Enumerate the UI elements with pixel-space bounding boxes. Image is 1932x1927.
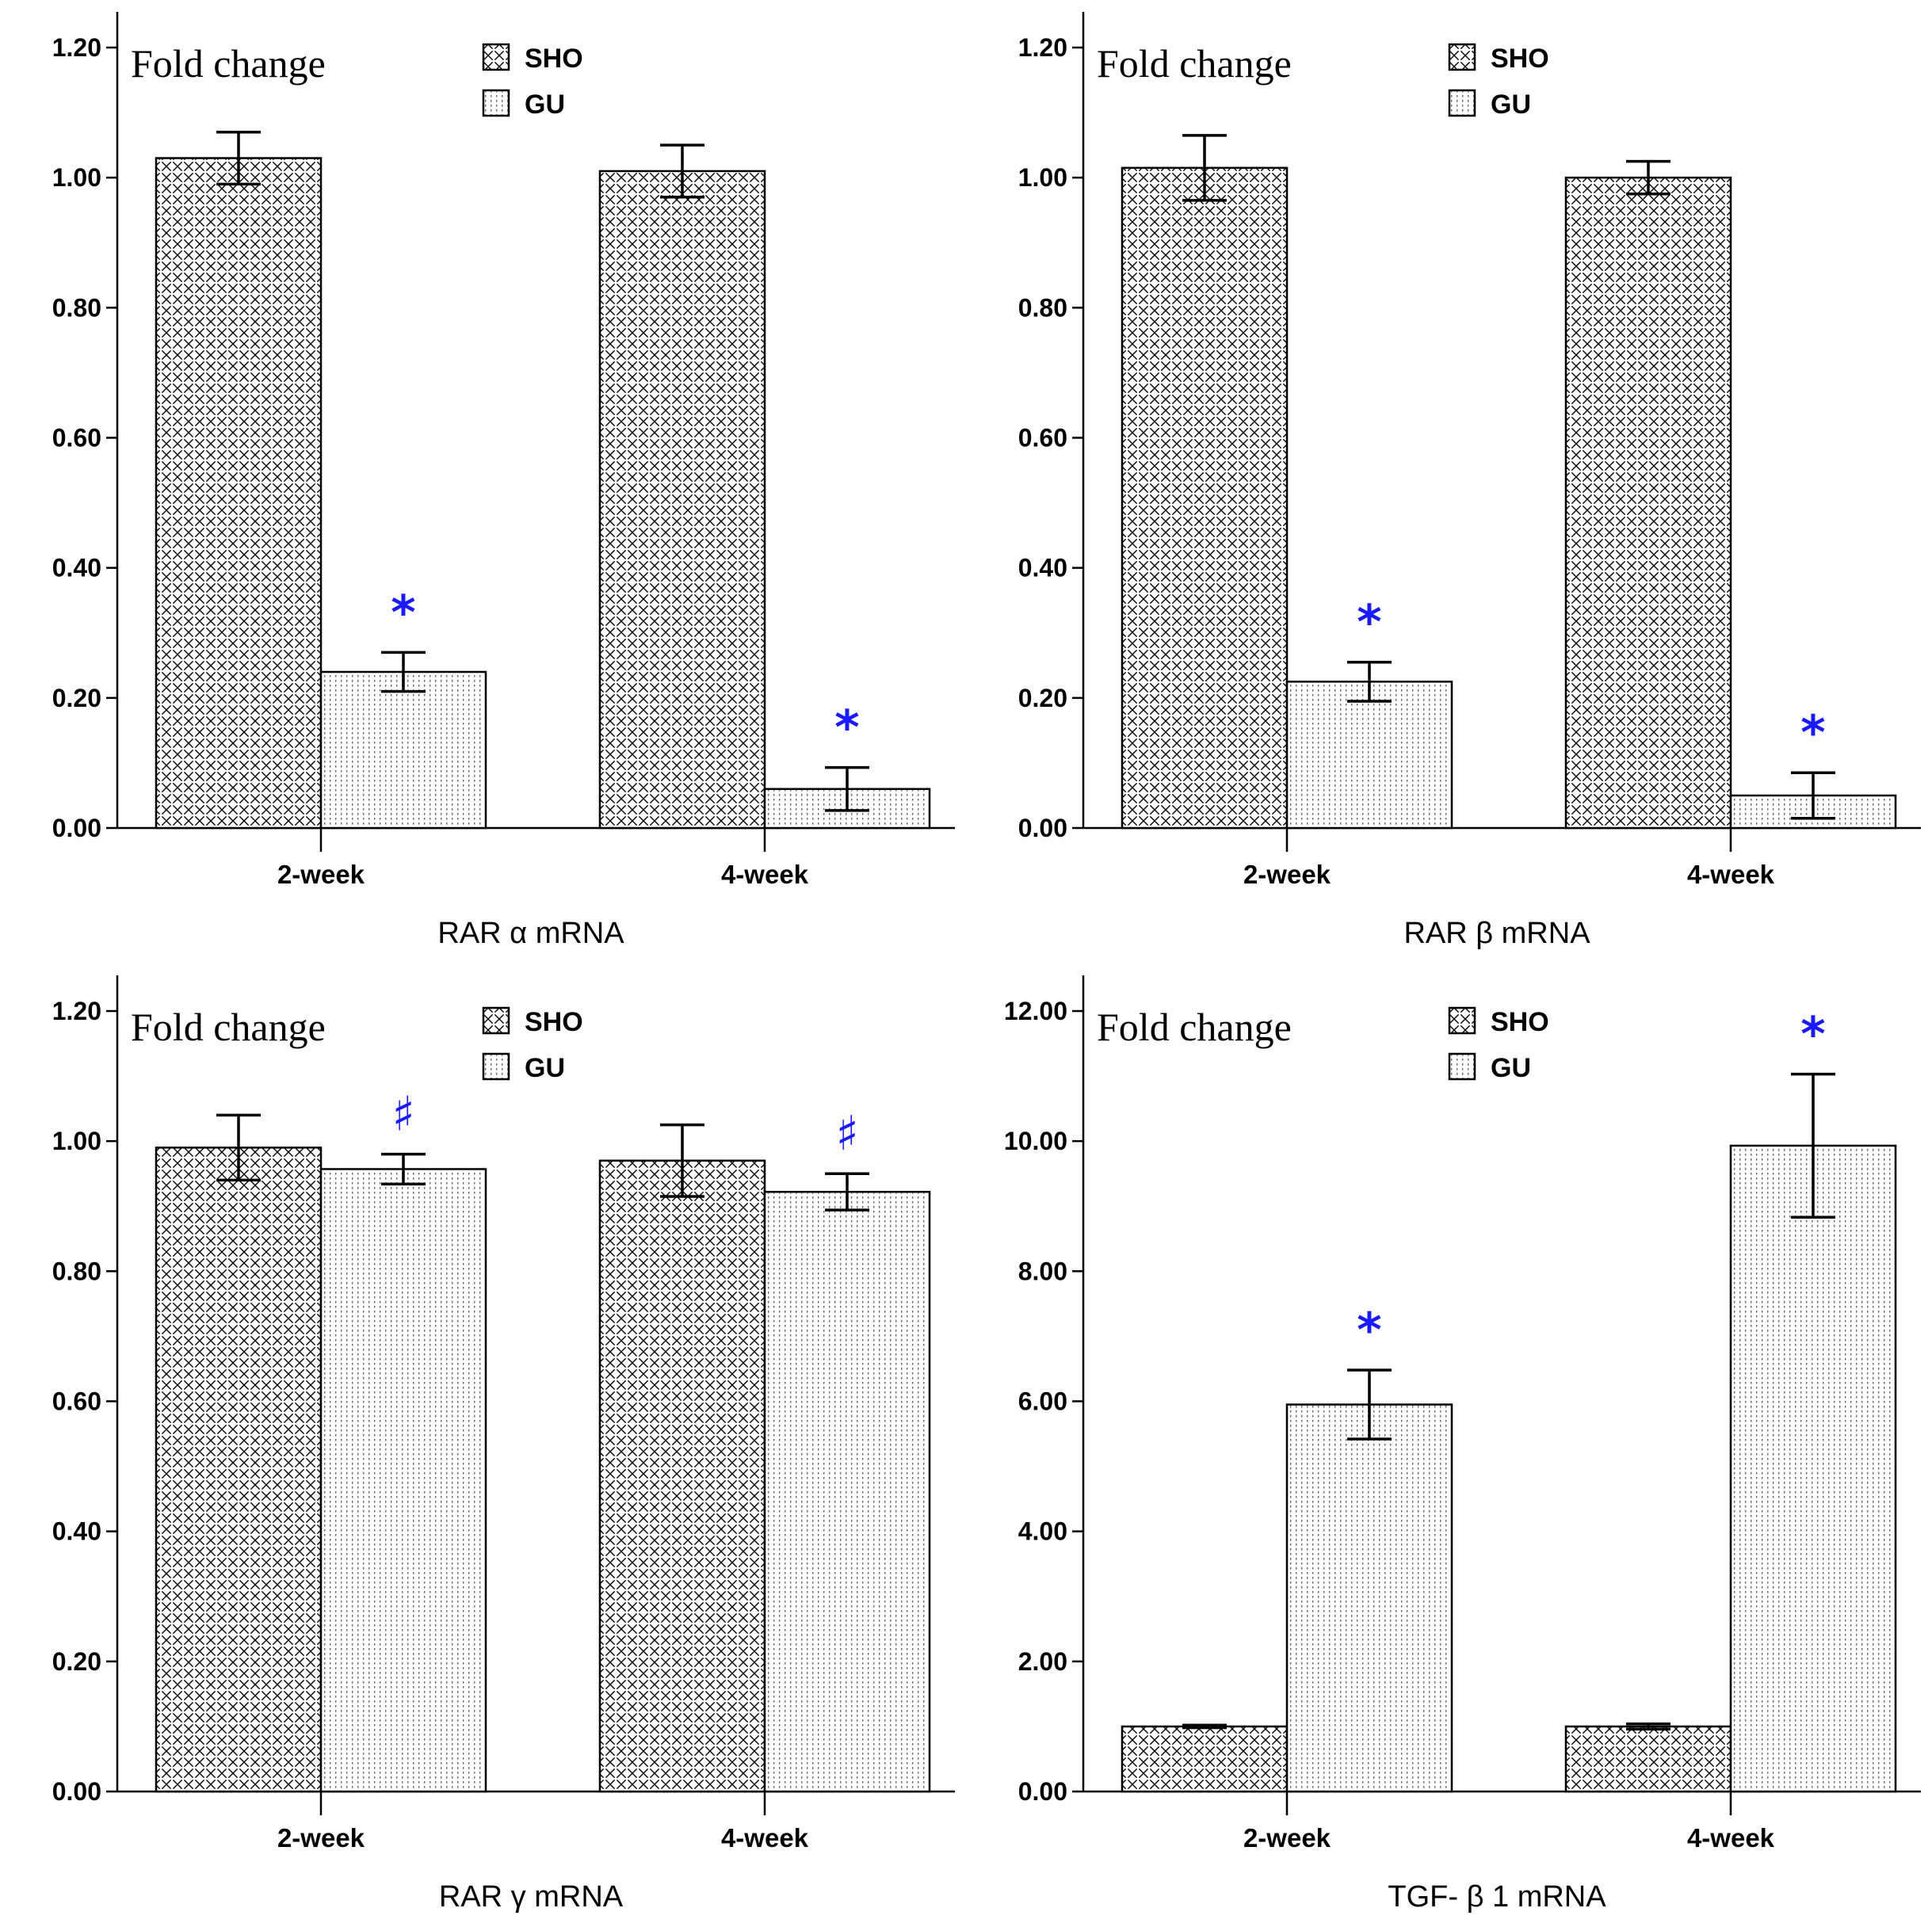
x-tick-label: 2-week (1243, 860, 1331, 889)
legend-swatch-gu (482, 89, 510, 117)
y-tick-label: 0.20 (52, 684, 101, 712)
y-axis-title: Fold change (131, 41, 326, 86)
y-tick-label: 0.40 (1018, 554, 1067, 582)
bar-gu-4week (763, 1190, 931, 1793)
y-tick-label: 8.00 (1018, 1257, 1067, 1285)
y-tick-label: 1.00 (52, 1127, 101, 1155)
x-tick-label: 2-week (277, 1823, 365, 1853)
bar-sho-4week (598, 170, 766, 830)
y-tick-label: 0.20 (1018, 684, 1067, 712)
y-tick-label: 12.00 (1004, 997, 1067, 1025)
legend-label-sho: SHO (525, 1007, 583, 1037)
significance-marker: * (1800, 705, 1825, 761)
y-tick-label: 1.20 (52, 997, 101, 1025)
significance-marker: * (1357, 1303, 1381, 1358)
chart-panel-rar-gamma: 0.00 0.20 0.40 0.60 0.80 1.00 1.20 Fold change 2… (0, 964, 966, 1927)
bar-gu-2week (319, 670, 487, 830)
y-tick-label: 0.00 (52, 814, 101, 842)
y-tick-label: 0.00 (52, 1777, 101, 1806)
x-tick-label: 2-week (277, 860, 365, 889)
y-tick-label: 1.20 (52, 33, 101, 62)
legend-swatch-gu (1448, 89, 1476, 117)
legend-swatch-sho (1448, 1006, 1476, 1035)
bar-gu-2week (1285, 1403, 1453, 1793)
bar-gu-4week (1729, 1144, 1897, 1793)
y-axis-title: Fold change (1097, 41, 1292, 86)
y-tick-label: 1.00 (52, 163, 101, 192)
y-tick-label: 0.80 (52, 293, 101, 322)
legend-swatch-sho (482, 43, 510, 71)
y-tick-label: 4.00 (1018, 1517, 1067, 1546)
legend-label-sho: SHO (525, 44, 583, 74)
legend-swatch-sho (1448, 43, 1476, 71)
legend-label-gu: GU (525, 1053, 565, 1083)
significance-marker: ♯ (391, 1087, 414, 1143)
legend-label-sho: SHO (1491, 1007, 1549, 1037)
chart-svg: 0.00 0.20 0.40 0.60 0.80 1.00 1.20 Fold change 2… (52, 12, 955, 950)
y-tick-label: 0.00 (1018, 1777, 1067, 1806)
y-tick-label: 0.40 (52, 1517, 101, 1546)
significance-marker: * (1357, 595, 1381, 651)
x-axis-title: RAR α mRNA (437, 917, 624, 950)
legend-swatch-gu (1448, 1052, 1476, 1081)
y-tick-label: 10.00 (1004, 1127, 1067, 1155)
y-tick-label: 0.80 (52, 1257, 101, 1285)
bar-sho-4week (598, 1159, 766, 1793)
chart-svg: 0.00 0.20 0.40 0.60 0.80 1.00 1.20 Fold change 2… (52, 975, 955, 1914)
bar-sho-2week (1121, 166, 1289, 830)
chart-panel-rar-beta: 0.00 0.20 0.40 0.60 0.80 1.00 1.20 Fold change 2… (966, 0, 1932, 964)
y-tick-label: 6.00 (1018, 1387, 1067, 1416)
y-axis-title: Fold change (1097, 1005, 1292, 1049)
bar-sho-4week (1564, 1725, 1732, 1793)
bar-sho-4week (1564, 176, 1732, 830)
significance-marker: * (1800, 1007, 1825, 1063)
significance-marker: * (834, 700, 859, 756)
chart-svg: 0.00 0.20 0.40 0.60 0.80 1.00 1.20 Fold change 2… (1018, 12, 1921, 950)
y-tick-label: 1.20 (1018, 33, 1067, 62)
x-tick-label: 4-week (721, 1823, 809, 1853)
bar-sho-2week (155, 1147, 323, 1793)
y-tick-label: 0.40 (52, 554, 101, 582)
x-axis-title: RAR γ mRNA (439, 1880, 624, 1914)
x-tick-label: 4-week (1687, 1823, 1775, 1853)
y-tick-label: 0.20 (52, 1647, 101, 1676)
y-tick-label: 1.00 (1018, 163, 1067, 192)
y-tick-label: 2.00 (1018, 1647, 1067, 1676)
x-tick-label: 4-week (721, 860, 809, 889)
y-tick-label: 0.60 (52, 424, 101, 452)
chart-panel-tgf-beta1: 0.00 2.00 4.00 6.00 8.00 10.00 12.00 Fold chang… (966, 964, 1932, 1927)
y-tick-label: 0.60 (52, 1387, 101, 1416)
y-axis-title: Fold change (131, 1005, 326, 1049)
x-axis-title: TGF- β 1 mRNA (1388, 1880, 1606, 1914)
bar-gu-2week (319, 1168, 487, 1793)
legend-label-gu: GU (1491, 1053, 1531, 1083)
legend-label-sho: SHO (1491, 44, 1549, 74)
x-tick-label: 2-week (1243, 1823, 1331, 1853)
bar-gu-2week (1285, 681, 1453, 830)
chart-panel-rar-alpha: 0.00 0.20 0.40 0.60 0.80 1.00 1.20 Fold change 2… (0, 0, 966, 964)
y-tick-label: 0.60 (1018, 424, 1067, 452)
y-tick-label: 0.00 (1018, 814, 1067, 842)
y-tick-label: 0.80 (1018, 293, 1067, 322)
significance-marker: * (391, 585, 415, 640)
significance-marker: ♯ (835, 1106, 858, 1162)
x-tick-label: 4-week (1687, 860, 1775, 889)
legend-swatch-gu (482, 1052, 510, 1081)
legend-swatch-sho (482, 1006, 510, 1035)
bar-sho-2week (1121, 1725, 1289, 1793)
chart-svg: 0.00 2.00 4.00 6.00 8.00 10.00 12.00 Fold chang… (1004, 975, 1921, 1914)
bar-sho-2week (155, 157, 323, 830)
legend-label-gu: GU (525, 90, 565, 120)
x-axis-title: RAR β mRNA (1403, 917, 1590, 950)
legend-label-gu: GU (1491, 90, 1531, 120)
